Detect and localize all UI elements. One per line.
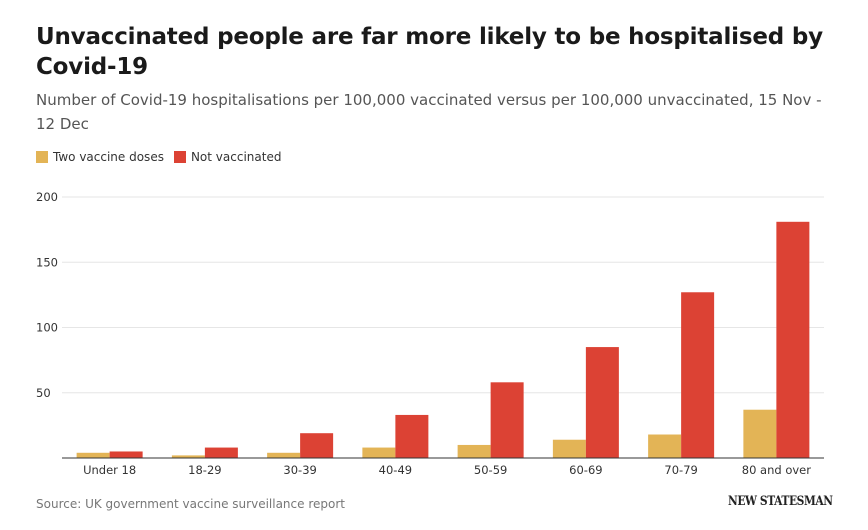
x-tick-label: 60-69 — [569, 463, 602, 477]
chart-title: Unvaccinated people are far more likely … — [36, 24, 823, 80]
y-tick-label: 50 — [36, 386, 51, 400]
x-tick-label: 30-39 — [283, 463, 316, 477]
bar-unvaccinated — [300, 433, 334, 458]
bar-vaccinated — [171, 455, 205, 458]
y-tick-label: 100 — [36, 321, 58, 335]
legend: Two vaccine doses Not vaccinated — [36, 150, 291, 164]
x-tick-label: 80 and over — [742, 463, 811, 477]
bar-unvaccinated — [204, 447, 238, 458]
bar-vaccinated — [457, 444, 491, 458]
bar-unvaccinated — [490, 382, 524, 458]
bar-chart: 50 100 150 200 Under 18 18-29 30-39 40-49 50-59 6… — [36, 190, 824, 477]
y-tick-label: 200 — [36, 190, 58, 204]
bar-vaccinated — [76, 452, 110, 458]
legend-item-vaccinated: Two vaccine doses — [36, 150, 164, 164]
x-tick-label: 50-59 — [474, 463, 507, 477]
bar-unvaccinated — [681, 292, 715, 458]
bar-vaccinated — [648, 434, 682, 458]
bar-vaccinated — [267, 452, 301, 458]
legend-label-vaccinated: Two vaccine doses — [53, 150, 164, 164]
bar-vaccinated — [362, 447, 396, 458]
bar-unvaccinated — [776, 221, 810, 458]
logo-text: NEW STATESMAN — [728, 494, 833, 509]
bar-vaccinated — [552, 439, 586, 458]
chart-subtitle: Number of Covid-19 hospitalisations per … — [36, 91, 822, 133]
x-tick-label: Under 18 — [83, 463, 136, 477]
legend-swatch-unvaccinated — [173, 151, 186, 163]
bar-unvaccinated — [395, 414, 429, 458]
legend-swatch-vaccinated — [36, 151, 48, 163]
legend-item-unvaccinated: Not vaccinated — [173, 150, 282, 164]
bar-vaccinated — [743, 409, 777, 458]
legend-label-unvaccinated: Not vaccinated — [190, 150, 282, 164]
x-tick-label: 40-49 — [379, 463, 412, 477]
bar-unvaccinated — [585, 347, 619, 458]
x-tick-label: 18-29 — [188, 463, 221, 477]
x-tick-label: 70-79 — [664, 463, 697, 477]
y-tick-label: 150 — [36, 255, 58, 269]
new-statesman-logo: NEW STATESMAN — [728, 494, 833, 509]
bar-unvaccinated — [109, 451, 143, 458]
source-note: Source: UK government vaccine surveillan… — [36, 497, 345, 511]
